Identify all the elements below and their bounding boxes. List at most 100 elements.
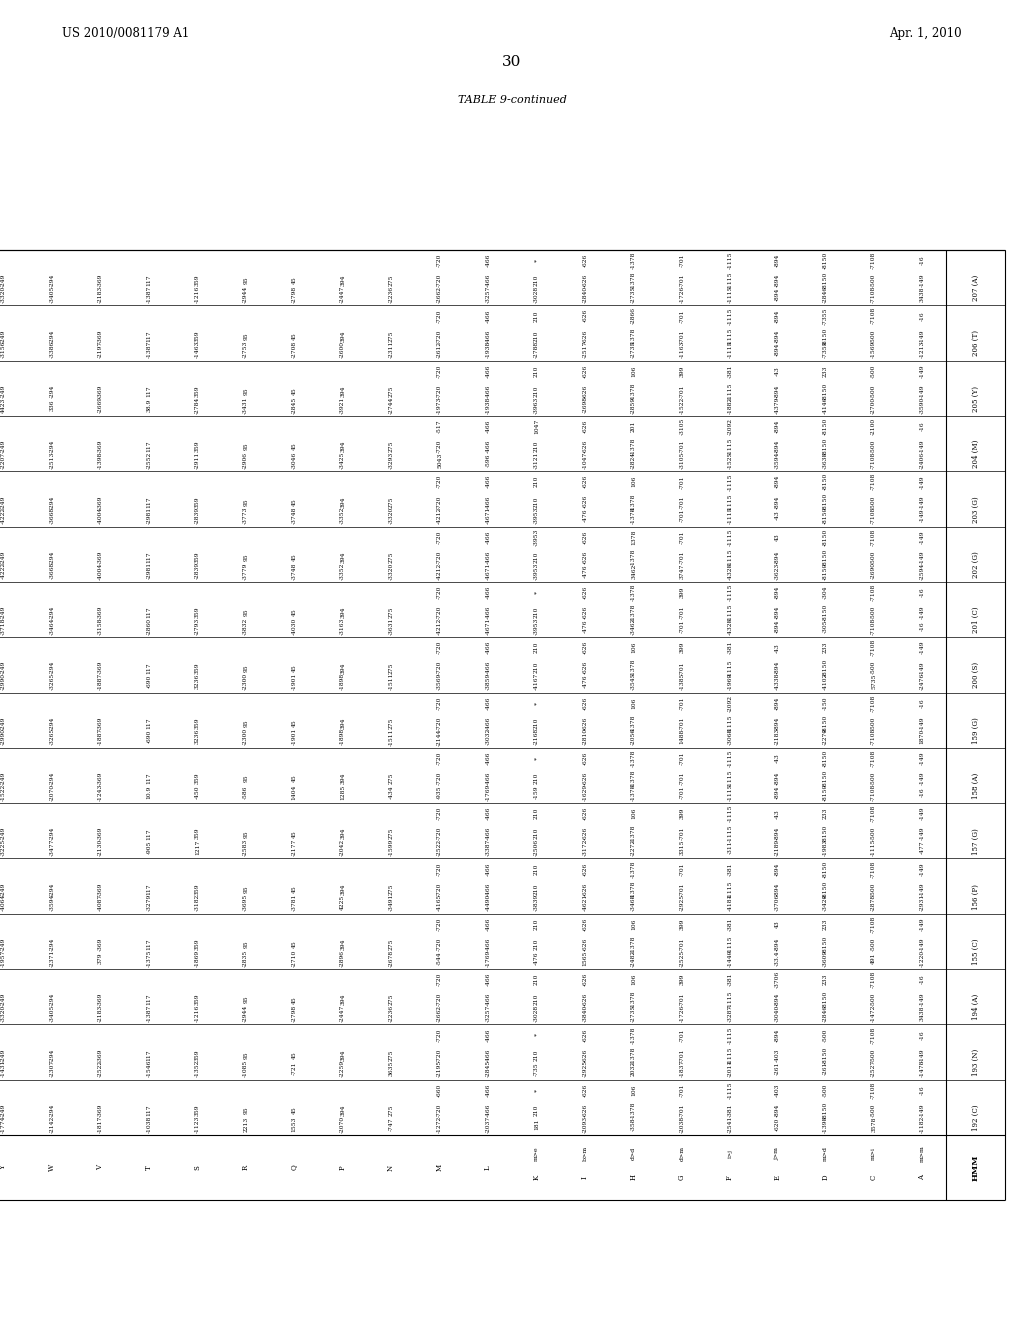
Text: 181: 181 [535,1118,539,1130]
Text: -2259: -2259 [340,1060,345,1077]
Text: -2042: -2042 [340,840,345,857]
Text: -701: -701 [680,751,684,766]
Text: 210: 210 [535,330,539,342]
Text: -720: -720 [437,440,442,453]
Text: 210: 210 [535,275,539,286]
Text: -3781: -3781 [292,894,297,912]
Text: -466: -466 [485,550,490,564]
Text: -294: -294 [49,495,54,508]
Text: -8150: -8150 [822,991,827,1008]
Text: -894: -894 [775,384,779,397]
Text: -894: -894 [775,440,779,453]
Text: -249: -249 [1,1104,6,1117]
Text: -1115: -1115 [727,438,732,455]
Text: V: V [96,1166,104,1170]
Text: -369: -369 [98,1048,102,1061]
Text: 95: 95 [244,442,248,450]
Text: -701: -701 [680,1084,684,1097]
Text: -476: -476 [583,675,588,688]
Text: -626: -626 [583,717,588,730]
Text: -3279: -3279 [146,894,152,911]
Text: -1887: -1887 [98,729,102,746]
Text: 117: 117 [146,939,152,950]
Text: -3028: -3028 [535,285,539,302]
Text: -2183: -2183 [98,285,102,304]
Text: -1115: -1115 [727,583,732,601]
Text: -894: -894 [775,288,779,301]
Text: 45: 45 [292,1106,297,1114]
Text: 106: 106 [631,366,636,376]
Text: 5735: 5735 [871,673,877,689]
Text: -500: -500 [871,661,877,675]
Text: -381: -381 [727,364,732,378]
Text: -2236: -2236 [389,285,393,302]
Text: 117: 117 [146,552,152,564]
Text: -4064: -4064 [1,894,6,911]
Text: -500: -500 [871,275,877,288]
Text: -626: -626 [583,642,588,655]
Text: 45: 45 [292,995,297,1003]
Text: -1115: -1115 [727,991,732,1008]
Text: -4004: -4004 [98,562,102,579]
Text: -466: -466 [485,828,490,841]
Text: -4212: -4212 [437,562,442,579]
Text: -249: -249 [1,550,6,564]
Text: b>m: b>m [583,1146,588,1160]
Text: -1387: -1387 [146,285,152,304]
Text: -466: -466 [485,253,490,267]
Text: -4212: -4212 [437,618,442,635]
Text: -8150: -8150 [822,784,827,801]
Text: -2552: -2552 [146,451,152,469]
Text: -249: -249 [1,606,6,619]
Text: -500: -500 [871,329,877,343]
Text: -294: -294 [49,828,54,841]
Text: -261: -261 [775,1063,779,1076]
Text: L: L [484,1166,493,1170]
Text: 95: 95 [244,775,248,783]
Text: -894: -894 [775,828,779,841]
Text: -1726: -1726 [680,285,684,304]
Text: -626: -626 [583,275,588,288]
Text: -294: -294 [49,550,54,564]
Text: -2662: -2662 [437,1005,442,1022]
Text: -2925: -2925 [583,1060,588,1077]
Text: -249: -249 [1,828,6,841]
Text: *: * [535,591,539,594]
Text: -2925: -2925 [680,894,684,911]
Text: -626: -626 [583,329,588,343]
Text: -294: -294 [49,993,54,1006]
Text: 359: 359 [195,385,200,397]
Text: -7355: -7355 [822,341,827,359]
Text: -701: -701 [680,253,684,267]
Text: -466: -466 [485,917,490,931]
Text: -3545: -3545 [631,673,636,690]
Text: -466: -466 [485,661,490,675]
Text: -701: -701 [680,508,684,523]
Text: -1115: -1115 [727,1047,732,1064]
Text: -4222: -4222 [1,507,6,524]
Text: m>d: m>d [822,1146,827,1160]
Text: -1378: -1378 [631,659,636,676]
Text: -466: -466 [485,475,490,488]
Text: -894: -894 [775,329,779,343]
Text: -149: -149 [920,475,925,488]
Text: -466: -466 [485,973,490,986]
Text: -3425: -3425 [340,451,345,469]
Text: 359: 359 [195,330,200,342]
Text: 210: 210 [535,607,539,618]
Text: -1629: -1629 [583,784,588,801]
Text: 336: 336 [49,399,54,411]
Text: -701: -701 [680,273,684,288]
Text: 43: 43 [775,920,779,928]
Text: 95: 95 [244,333,248,339]
Text: 210: 210 [535,366,539,376]
Text: -1472: -1472 [871,1005,877,1022]
Text: -2447: -2447 [340,1005,345,1022]
Text: -660: -660 [437,1084,442,1097]
Text: -626: -626 [583,937,588,950]
Text: -7108: -7108 [871,1026,877,1044]
Text: -2678: -2678 [389,949,393,966]
Text: -3068: -3068 [727,729,732,746]
Text: -720: -720 [437,807,442,820]
Text: 394: 394 [340,1105,345,1115]
